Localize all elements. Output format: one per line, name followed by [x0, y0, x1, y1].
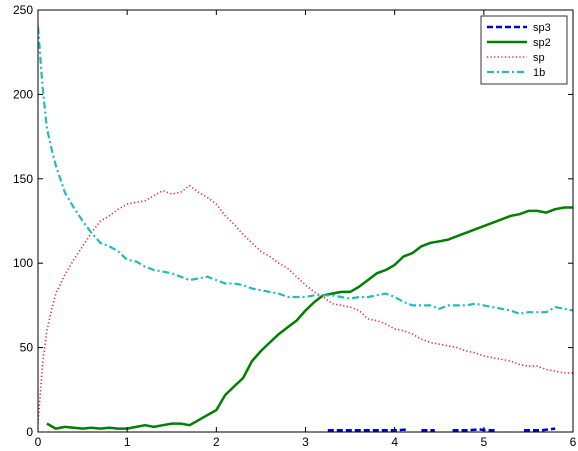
series-layer — [38, 26, 573, 432]
x-tick-label: 2 — [213, 435, 220, 449]
x-tick-label: 1 — [124, 435, 131, 449]
y-tick-label: 100 — [13, 256, 33, 270]
x-tick-label: 0 — [35, 435, 42, 449]
y-tick-label: 150 — [13, 172, 33, 186]
series-sp3-line-2 — [452, 428, 498, 432]
x-tick-label: 5 — [480, 435, 487, 449]
series-sp2-line-0 — [46, 206, 573, 430]
series-sp3 — [327, 427, 556, 432]
ticks-layer: 0 1 2 3 4 5 6 0 50 100 150 200 250 — [13, 3, 577, 449]
series-1b — [38, 26, 573, 315]
y-tick-label: 0 — [26, 425, 33, 439]
legend: sp3 sp2 sp 1b — [480, 15, 568, 85]
x-tick-label: 4 — [391, 435, 398, 449]
y-tick-label: 200 — [13, 87, 33, 101]
legend-label-1b: 1b — [533, 67, 545, 79]
series-sp3-line-0 — [327, 428, 409, 432]
series-sp — [38, 184, 573, 424]
legend-label-sp2: sp2 — [533, 37, 551, 49]
series-sp-line-0 — [38, 184, 573, 424]
series-1b-line-0 — [38, 26, 573, 315]
y-tick-label: 50 — [20, 341, 34, 355]
legend-label-sp: sp — [533, 52, 545, 64]
legend-label-sp3: sp3 — [533, 22, 551, 34]
x-tick-label: 3 — [302, 435, 309, 449]
x-tick-label: 6 — [570, 435, 577, 449]
y-tick-label: 250 — [13, 3, 33, 17]
series-sp2 — [46, 206, 573, 430]
series-sp3-line-3 — [524, 427, 556, 432]
